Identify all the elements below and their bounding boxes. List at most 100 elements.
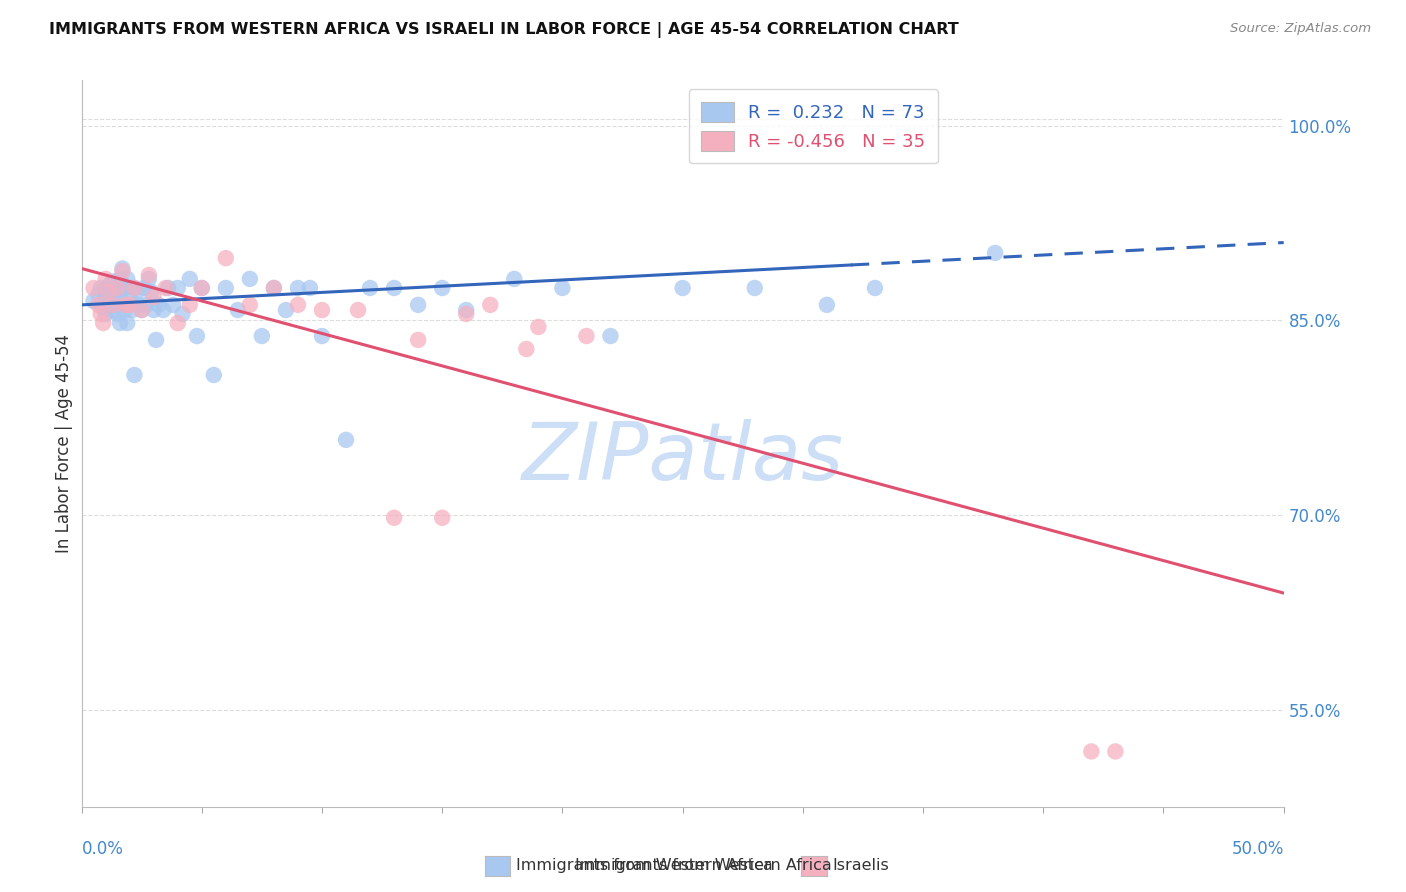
Point	[179, 298, 201, 312]
Point	[479, 298, 502, 312]
Point	[138, 268, 160, 282]
Point	[382, 510, 405, 524]
Point	[162, 298, 184, 312]
Point	[311, 303, 333, 318]
Point	[87, 287, 110, 301]
Point	[599, 329, 621, 343]
Point	[97, 290, 120, 304]
Point	[107, 281, 129, 295]
Point	[114, 281, 136, 295]
Point	[335, 433, 357, 447]
Point	[131, 303, 153, 318]
Point	[141, 285, 163, 299]
Point	[287, 281, 309, 295]
Y-axis label: In Labor Force | Age 45-54: In Labor Force | Age 45-54	[55, 334, 73, 553]
Point	[239, 298, 262, 312]
Point	[215, 281, 238, 295]
Point	[121, 303, 143, 318]
Point	[515, 342, 537, 356]
Point	[138, 272, 160, 286]
Point	[114, 298, 136, 312]
Point	[107, 281, 129, 295]
Point	[90, 307, 112, 321]
Point	[148, 298, 170, 312]
Point	[104, 298, 127, 312]
Point	[191, 281, 214, 295]
Point	[287, 298, 309, 312]
Point	[1104, 744, 1126, 758]
Point	[142, 290, 165, 304]
Point	[239, 272, 262, 286]
Point	[101, 303, 124, 318]
Point	[107, 307, 129, 321]
Point	[104, 290, 127, 304]
Point	[91, 301, 114, 315]
Text: 50.0%: 50.0%	[1232, 839, 1284, 858]
Point	[744, 281, 766, 295]
Point	[672, 281, 695, 295]
Point	[100, 298, 122, 312]
Point	[527, 320, 550, 334]
Point	[115, 316, 138, 330]
Point	[456, 307, 478, 321]
Point	[142, 303, 165, 318]
Point	[406, 298, 429, 312]
Point	[108, 316, 131, 330]
Point	[863, 281, 886, 295]
Point	[157, 281, 180, 295]
Point	[131, 303, 153, 318]
Point	[359, 281, 381, 295]
Point	[186, 329, 208, 343]
Point	[166, 281, 188, 295]
Point	[298, 281, 321, 295]
Point	[97, 285, 120, 299]
Text: ZIPatlas: ZIPatlas	[522, 419, 844, 498]
Point	[94, 287, 117, 301]
Point	[115, 272, 138, 286]
Point	[83, 281, 105, 295]
Text: Israelis: Israelis	[832, 858, 889, 872]
Point	[101, 275, 124, 289]
Point	[456, 303, 478, 318]
Point	[430, 281, 453, 295]
Point	[430, 510, 453, 524]
Point	[132, 281, 155, 295]
Point	[101, 298, 124, 312]
Point	[815, 298, 838, 312]
Point	[100, 277, 122, 291]
Point	[94, 281, 117, 295]
Point	[406, 333, 429, 347]
Point	[202, 368, 225, 382]
Point	[274, 303, 297, 318]
Point	[108, 272, 131, 286]
Point	[124, 368, 146, 382]
Point	[125, 285, 148, 299]
Point	[124, 281, 146, 295]
Point	[94, 307, 117, 321]
Point	[94, 293, 117, 308]
Point	[191, 281, 214, 295]
Point	[90, 281, 112, 295]
Text: Immigrants from Western Africa: Immigrants from Western Africa	[516, 858, 773, 872]
Text: Source: ZipAtlas.com: Source: ZipAtlas.com	[1230, 22, 1371, 36]
Point	[111, 261, 134, 276]
Point	[551, 281, 574, 295]
Legend: R =  0.232   N = 73, R = -0.456   N = 35: R = 0.232 N = 73, R = -0.456 N = 35	[689, 89, 938, 163]
Point	[91, 316, 114, 330]
Text: 0.0%: 0.0%	[82, 839, 124, 858]
Point	[179, 272, 201, 286]
Point	[111, 293, 134, 308]
Point	[250, 329, 273, 343]
Point	[984, 246, 1007, 260]
Point	[128, 298, 150, 312]
Point	[382, 281, 405, 295]
Point	[114, 303, 136, 318]
Text: IMMIGRANTS FROM WESTERN AFRICA VS ISRAELI IN LABOR FORCE | AGE 45-54 CORRELATION: IMMIGRANTS FROM WESTERN AFRICA VS ISRAEL…	[49, 22, 959, 38]
Point	[107, 293, 129, 308]
Text: Immigrants from Western Africa: Immigrants from Western Africa	[575, 858, 831, 872]
Point	[311, 329, 333, 343]
Point	[87, 298, 110, 312]
Point	[263, 281, 285, 295]
Point	[1080, 744, 1102, 758]
Point	[152, 303, 174, 318]
